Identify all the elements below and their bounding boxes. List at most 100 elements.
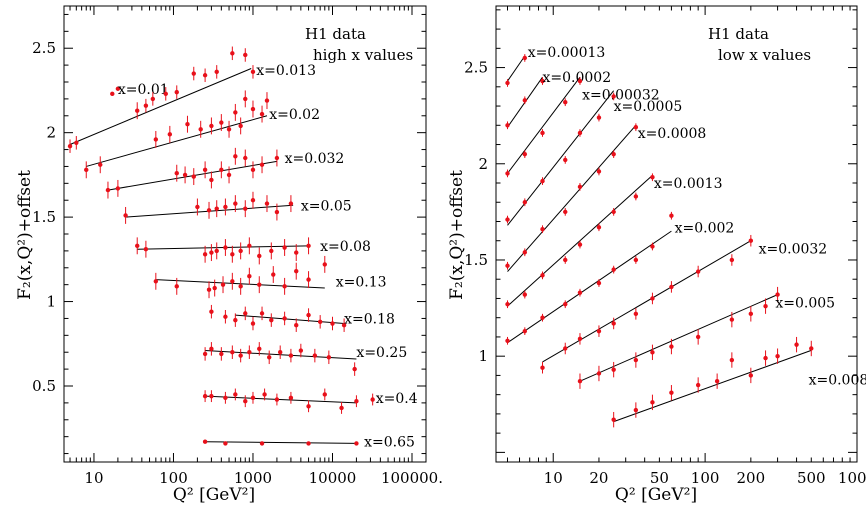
data-point xyxy=(150,96,156,102)
data-point xyxy=(577,290,583,295)
data-point xyxy=(505,263,510,268)
data-point xyxy=(195,204,200,210)
data-point xyxy=(274,155,280,161)
data-point xyxy=(278,350,283,355)
x-tick-label: 10 xyxy=(544,469,563,487)
data-point xyxy=(563,302,568,307)
series-label: x=0.65 xyxy=(364,435,415,451)
panel-high-x: H1 data high x values Q² [GeV²] F₂(x,Q²)… xyxy=(15,5,443,505)
data-point xyxy=(763,355,768,361)
data-point xyxy=(123,213,128,218)
data-point xyxy=(247,243,252,249)
data-point xyxy=(212,285,217,291)
data-point xyxy=(370,397,375,402)
data-point xyxy=(354,441,359,446)
data-point xyxy=(339,405,344,411)
series-x-0-0008: x=0.0008 xyxy=(505,123,707,272)
data-point xyxy=(219,167,224,173)
series-label: x=0.0032 xyxy=(759,241,828,257)
data-point xyxy=(209,309,214,314)
series-x-0-18: x=0.18 xyxy=(209,304,395,332)
data-point xyxy=(540,315,545,320)
y-tick-label: 1.5 xyxy=(32,208,56,226)
series-label: x=0.0013 xyxy=(654,176,723,192)
data-point xyxy=(695,334,701,340)
data-point xyxy=(540,130,545,136)
y-axis-title: F₂(x,Q²)+offset xyxy=(15,170,35,300)
data-point xyxy=(257,253,262,259)
series-x-0-4: x=0.4 xyxy=(202,388,418,414)
data-point xyxy=(202,393,208,399)
data-point xyxy=(596,169,602,174)
data-point xyxy=(259,441,265,446)
data-point xyxy=(306,441,311,446)
data-point xyxy=(748,311,754,317)
data-point xyxy=(775,353,780,359)
data-point xyxy=(596,280,602,286)
data-point xyxy=(714,378,720,384)
data-point xyxy=(540,78,545,84)
data-point xyxy=(633,194,639,199)
y-tick-label: 0.5 xyxy=(32,377,56,395)
series-x-0-002: x=0.002 xyxy=(505,211,734,345)
series-label: x=0.00032 xyxy=(582,88,660,104)
data-point xyxy=(230,350,235,355)
data-point xyxy=(650,175,655,180)
data-point xyxy=(633,311,639,317)
x-tick-label: 100 xyxy=(159,469,188,487)
data-point xyxy=(209,177,214,183)
series-label: x=0.13 xyxy=(336,274,387,290)
data-point xyxy=(540,178,545,184)
y-axis-title: F₂(x,Q²)+offset xyxy=(447,170,467,300)
data-point xyxy=(206,208,212,213)
panel-title: H1 data xyxy=(708,25,769,43)
fit-line xyxy=(507,174,653,307)
series-label: x=0.008 xyxy=(809,372,866,388)
data-point xyxy=(84,167,89,173)
data-point xyxy=(611,417,616,422)
data-point xyxy=(650,244,655,249)
series-label: x=0.02 xyxy=(269,107,320,123)
data-point xyxy=(247,350,252,355)
data-point xyxy=(729,357,735,363)
fit-line xyxy=(579,294,778,382)
data-point xyxy=(695,269,701,274)
data-point xyxy=(563,100,568,105)
series-x-0-0005: x=0.0005 xyxy=(505,90,682,226)
data-point xyxy=(505,171,510,176)
data-point xyxy=(185,122,190,127)
data-point xyxy=(563,257,568,263)
data-point xyxy=(191,71,196,76)
data-point xyxy=(695,382,701,388)
data-point xyxy=(577,336,583,342)
data-point xyxy=(259,162,265,167)
data-point xyxy=(174,171,179,176)
fit-line xyxy=(205,441,357,444)
panel-title: H1 data xyxy=(305,25,366,43)
data-point xyxy=(223,245,228,250)
x-tick-label: 10 xyxy=(84,469,103,487)
data-point xyxy=(143,247,149,252)
data-point xyxy=(306,312,311,318)
data-point xyxy=(262,392,267,397)
data-point xyxy=(143,103,149,108)
x-tick-label: 500 xyxy=(797,469,826,487)
data-point xyxy=(748,373,754,378)
series-x-0-0013: x=0.0013 xyxy=(505,173,723,309)
fit-line xyxy=(86,115,268,167)
data-point xyxy=(257,282,262,287)
fit-line xyxy=(205,395,357,404)
data-point xyxy=(230,51,235,56)
data-point xyxy=(198,127,203,132)
data-point xyxy=(202,252,208,257)
data-point xyxy=(220,282,226,287)
data-point xyxy=(729,317,735,322)
data-point xyxy=(238,353,243,358)
data-point xyxy=(282,316,287,321)
data-point xyxy=(577,78,583,84)
data-point xyxy=(611,367,616,372)
data-point xyxy=(153,279,159,284)
series-label: x=0.0008 xyxy=(638,126,707,142)
data-point xyxy=(326,355,332,360)
series-label: x=0.00013 xyxy=(528,45,606,61)
